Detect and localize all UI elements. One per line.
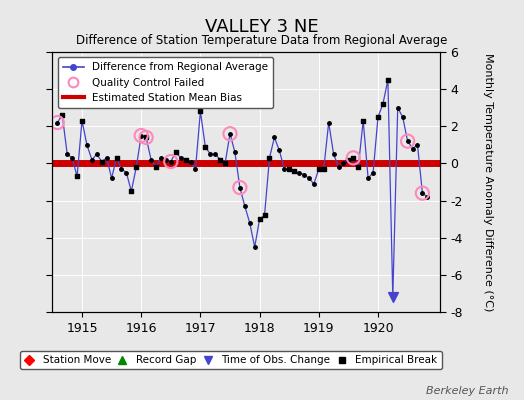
Point [142,134,150,141]
Point [384,77,392,83]
Point [389,294,397,300]
Text: Berkeley Earth: Berkeley Earth [426,386,508,396]
Y-axis label: Monthly Temperature Anomaly Difference (°C): Monthly Temperature Anomaly Difference (… [483,53,493,311]
Point [403,138,412,144]
Point [349,155,357,161]
Point [73,173,81,180]
Point [171,149,180,156]
Text: VALLEY 3 NE: VALLEY 3 NE [205,18,319,36]
Point [320,166,328,172]
Point [142,134,150,141]
Point [216,156,224,163]
Point [314,166,323,172]
Point [344,156,353,163]
Point [349,155,357,161]
Point [354,164,363,170]
Point [359,118,367,124]
Point [127,188,136,194]
Point [374,114,382,120]
Point [236,184,244,191]
Legend: Station Move, Record Gap, Time of Obs. Change, Empirical Break: Station Move, Record Gap, Time of Obs. C… [20,351,442,369]
Point [221,160,230,167]
Point [226,130,234,137]
Point [137,132,145,139]
Point [201,144,210,150]
Point [255,216,264,222]
Point [265,155,274,161]
Point [379,101,387,107]
Point [58,112,67,118]
Point [260,212,269,219]
Text: Difference of Station Temperature Data from Regional Average: Difference of Station Temperature Data f… [77,34,447,47]
Point [152,164,160,170]
Point [418,190,427,196]
Point [196,108,204,115]
Point [112,155,121,161]
Point [97,158,106,165]
Point [167,158,175,165]
Point [132,164,140,170]
Point [53,119,61,126]
Point [285,166,293,172]
Point [181,156,190,163]
Point [290,168,298,174]
Point [78,118,86,124]
